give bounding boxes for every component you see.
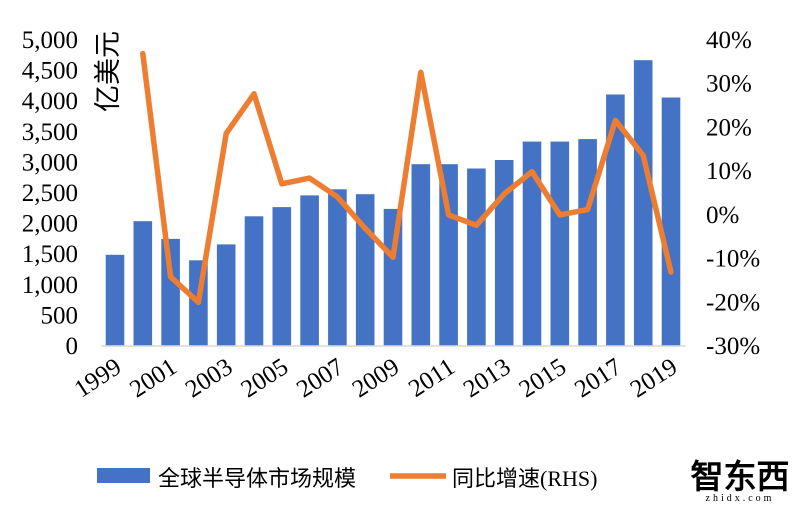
x-axis-tick-2009: 2009 (348, 353, 405, 403)
bar-2019 (661, 97, 681, 346)
right-axis-tick-10%: 10% (706, 158, 752, 185)
bar-2001 (161, 238, 180, 346)
x-axis-tick-2005: 2005 (236, 353, 293, 403)
bar-series (105, 60, 681, 346)
bar-2011 (439, 164, 458, 346)
bar-2015 (550, 141, 570, 346)
bar-2014 (522, 141, 542, 346)
x-axis-tick-2013: 2013 (459, 353, 516, 403)
left-axis-tick-2,000: 2,000 (22, 211, 78, 238)
left-axis-tick-1,500: 1,500 (22, 241, 78, 268)
left-axis-tick-1,000: 1,000 (22, 272, 78, 299)
bar-2016 (578, 139, 597, 346)
left-axis-tick-5,000: 5,000 (22, 27, 78, 54)
right-axis-tick--30%: -30% (706, 333, 760, 360)
bar-2003 (216, 244, 236, 346)
left-axis-tick-2,500: 2,500 (22, 180, 78, 207)
line-series (140, 50, 674, 306)
bar-2005 (272, 207, 292, 346)
left-axis-tick-4,500: 4,500 (22, 58, 78, 85)
right-axis-tick-0%: 0% (706, 202, 739, 229)
x-axis-tick-2015: 2015 (514, 353, 571, 403)
watermark-text: 智东西 (691, 458, 790, 496)
watermark-logo: 智东西 zhidx.com (691, 458, 790, 504)
left-axis-tick-3,000: 3,000 (22, 149, 78, 176)
bar-2010 (411, 164, 431, 346)
right-axis-tick-40%: 40% (706, 27, 752, 54)
bar-2007 (328, 189, 347, 346)
bar-2013 (494, 160, 514, 346)
left-axis-tick-500: 500 (41, 302, 79, 329)
bar-2017 (606, 94, 625, 346)
x-axis-tick-2001: 2001 (125, 353, 182, 403)
x-axis-tick-2017: 2017 (570, 353, 627, 403)
growth-line (140, 50, 674, 306)
x-axis-tick-2007: 2007 (292, 353, 349, 403)
right-axis-tick-30%: 30% (706, 71, 752, 98)
legend-label-growth-rate: 同比增速(RHS) (452, 466, 597, 491)
bar-2006 (300, 195, 319, 346)
right-axis-tick-20%: 20% (706, 114, 752, 141)
legend-bar-swatch (97, 468, 150, 483)
bar-2000 (133, 221, 153, 346)
bar-2004 (244, 216, 264, 346)
bar-1999 (105, 254, 125, 346)
right-axis-tick--10%: -10% (706, 246, 760, 273)
x-axis-tick-2019: 2019 (626, 353, 683, 403)
left-axis-tick-4,000: 4,000 (22, 88, 78, 115)
bar-2018 (633, 60, 653, 346)
right-axis-tick--20%: -20% (706, 289, 760, 316)
x-axis-tick-2003: 2003 (181, 353, 238, 403)
left-axis-title: 亿美元 (93, 31, 123, 112)
legend-label-market-size: 全球半导体市场规模 (158, 466, 356, 491)
left-axis-tick-3,500: 3,500 (22, 119, 78, 146)
left-axis-tick-0: 0 (66, 333, 79, 360)
bar-2012 (467, 168, 486, 346)
x-axis-tick-2011: 2011 (404, 353, 460, 402)
legend: 全球半导体市场规模 同比增速(RHS) (97, 466, 597, 491)
watermark-url: zhidx.com (706, 493, 775, 504)
x-axis-tick-1999: 1999 (70, 353, 127, 403)
